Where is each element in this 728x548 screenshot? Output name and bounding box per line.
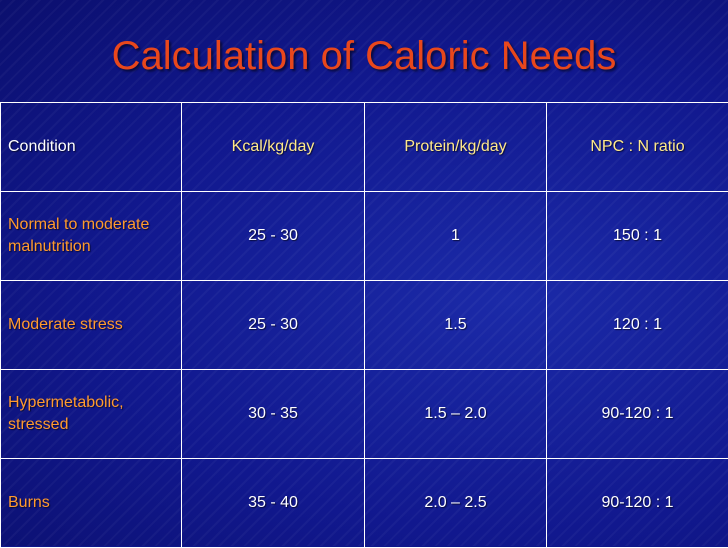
kcal-cell: 25 - 30 — [182, 281, 365, 370]
table-row: Burns 35 - 40 2.0 – 2.5 90-120 : 1 — [1, 459, 728, 548]
kcal-cell: 35 - 40 — [182, 459, 365, 548]
table-header-row: Condition Kcal/kg/day Protein/kg/day NPC… — [1, 103, 728, 192]
table-row: Moderate stress 25 - 30 1.5 120 : 1 — [1, 281, 728, 370]
npc-ratio-cell: 150 : 1 — [547, 192, 728, 281]
npc-ratio-cell: 90-120 : 1 — [547, 459, 728, 548]
protein-cell: 1.5 – 2.0 — [365, 370, 547, 459]
caloric-needs-table: Condition Kcal/kg/day Protein/kg/day NPC… — [0, 102, 728, 548]
table-row: Hypermetabolic, stressed 30 - 35 1.5 – 2… — [1, 370, 728, 459]
npc-ratio-cell: 120 : 1 — [547, 281, 728, 370]
header-npc-ratio: NPC : N ratio — [547, 103, 728, 192]
condition-cell: Normal to moderate malnutrition — [1, 192, 182, 281]
slide-title: Calculation of Caloric Needs — [0, 32, 728, 80]
header-kcal: Kcal/kg/day — [182, 103, 365, 192]
header-condition: Condition — [1, 103, 182, 192]
condition-cell: Hypermetabolic, stressed — [1, 370, 182, 459]
protein-cell: 1.5 — [365, 281, 547, 370]
protein-cell: 1 — [365, 192, 547, 281]
kcal-cell: 30 - 35 — [182, 370, 365, 459]
protein-cell: 2.0 – 2.5 — [365, 459, 547, 548]
table-row: Normal to moderate malnutrition 25 - 30 … — [1, 192, 728, 281]
kcal-cell: 25 - 30 — [182, 192, 365, 281]
npc-ratio-cell: 90-120 : 1 — [547, 370, 728, 459]
header-protein: Protein/kg/day — [365, 103, 547, 192]
condition-cell: Moderate stress — [1, 281, 182, 370]
condition-cell: Burns — [1, 459, 182, 548]
